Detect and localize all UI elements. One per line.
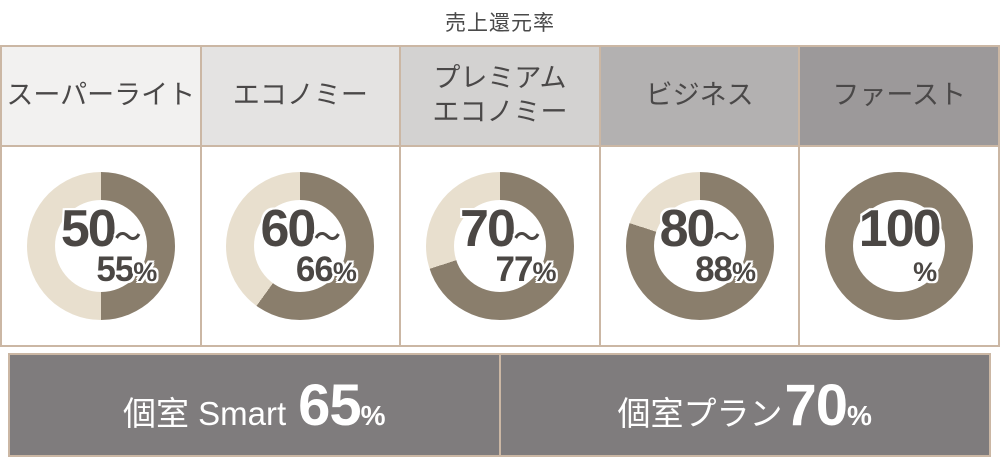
donut-hole <box>54 200 147 292</box>
class-table: スーパーライト エコノミー プレミアム エコノミー ビジネス ファースト 50〜 <box>0 45 1000 347</box>
header-cell-premium-economy: プレミアム エコノミー <box>401 47 601 145</box>
chart-title: 売上還元率 <box>445 12 555 35</box>
header-label-super-light: スーパーライト <box>6 80 196 111</box>
donut-chart-business: 80〜 88% <box>625 172 774 320</box>
room-plan-label: 個室プラン <box>617 394 783 432</box>
donut-hole <box>254 200 347 292</box>
donut-cell-business: 80〜 88% <box>600 147 801 345</box>
class-header-row: スーパーライト エコノミー プレミアム エコノミー ビジネス ファースト <box>2 47 998 145</box>
donut-chart-premium-economy: 70〜 77% <box>425 172 574 320</box>
header-label-economy: エコノミー <box>232 80 368 111</box>
donut-cell-economy: 60〜 66% <box>201 147 402 345</box>
donut-hole <box>853 200 946 292</box>
tilde: 〜 <box>114 221 141 252</box>
donut-chart-first: 100 % <box>825 172 974 320</box>
donut-cell-first: 100 % <box>800 147 998 345</box>
donut-chart-economy: 60〜 66% <box>226 172 375 320</box>
header-label-business: ビジネス <box>645 80 754 111</box>
tilde: 〜 <box>713 221 740 252</box>
header-label-first: ファースト <box>832 80 966 111</box>
header-cell-business: ビジネス <box>600 47 801 145</box>
percent-sign: % <box>360 399 386 431</box>
footer-cell-room-plan: 個室プラン 70 % <box>501 355 990 455</box>
room-plan-value: 70 <box>784 372 849 438</box>
header-cell-super-light: スーパーライト <box>2 47 202 145</box>
footer-cell-smart-plan: 個室 Smart 65 % <box>10 355 501 455</box>
percent-sign: % <box>332 257 357 288</box>
donut-chart-super-light: 50〜 55% <box>26 172 175 320</box>
percent-sign: % <box>532 257 557 288</box>
donut-value-premium-economy: 70〜 77% <box>460 199 557 290</box>
percent-sign: % <box>913 257 938 288</box>
donut-value-business: 80〜 88% <box>659 199 757 290</box>
percent-sign: % <box>133 257 158 288</box>
tilde: 〜 <box>513 221 540 252</box>
header-cell-economy: エコノミー <box>201 47 402 145</box>
donut-hole <box>653 200 746 292</box>
donut-value-economy: 60〜 66% <box>260 199 357 290</box>
donut-value-super-light: 50〜 55% <box>60 199 158 290</box>
donut-value-first: 100 % <box>858 199 942 288</box>
percent-sign: % <box>732 257 757 288</box>
tilde: 〜 <box>314 221 341 252</box>
percent-sign: % <box>847 399 872 431</box>
header-cell-first: ファースト <box>800 47 998 145</box>
donut-row: 50〜 55% 60〜 66% 70〜 <box>2 145 998 345</box>
header-label-premium-economy: プレミアム エコノミー <box>432 63 568 127</box>
private-room-plans-bar: 個室 Smart 65 % 個室プラン 70 % <box>8 353 991 457</box>
smart-plan-label: 個室 Smart <box>122 394 287 432</box>
smart-plan-value: 65 <box>298 372 362 438</box>
donut-hole <box>453 200 546 292</box>
donut-cell-super-light: 50〜 55% <box>2 147 202 345</box>
donut-cell-premium-economy: 70〜 77% <box>401 147 601 345</box>
